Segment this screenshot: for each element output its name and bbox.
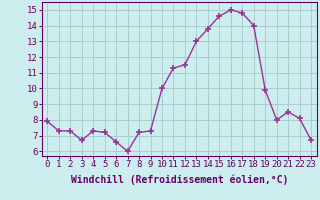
- X-axis label: Windchill (Refroidissement éolien,°C): Windchill (Refroidissement éolien,°C): [70, 175, 288, 185]
